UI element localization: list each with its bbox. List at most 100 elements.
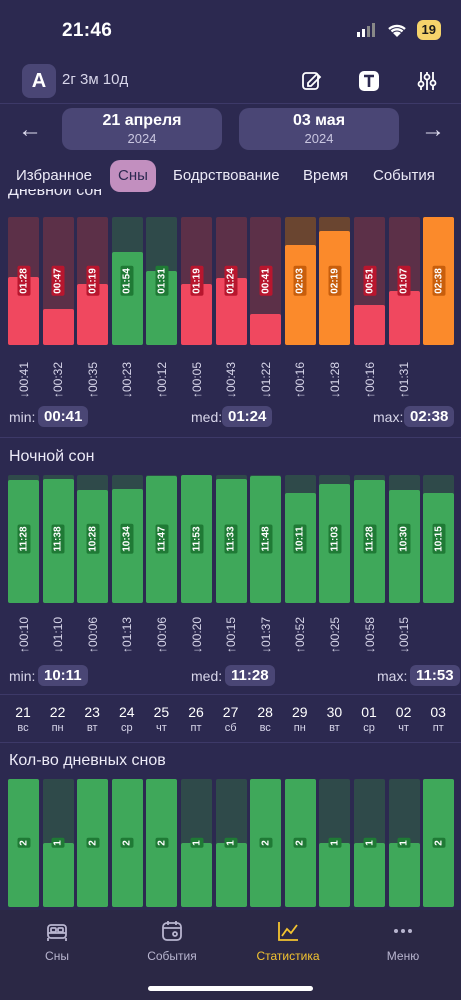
naps-count-bar-label: 2	[17, 838, 30, 848]
day-number: 02	[395, 704, 412, 720]
text-format-icon[interactable]	[352, 64, 386, 98]
night-sleep-bar: 10:15	[423, 475, 455, 603]
end-date-picker[interactable]: 03 мая 2024	[239, 108, 399, 150]
night-sleep-bar-label: 10:28	[86, 524, 100, 554]
end-year: 2024	[304, 131, 334, 146]
calendar-icon	[162, 921, 182, 941]
tab-time[interactable]: Время	[303, 167, 349, 184]
signal-icon	[356, 23, 375, 37]
filter-sliders-icon[interactable]	[410, 64, 444, 98]
naps-count-bar-label: 1	[363, 838, 376, 848]
day-number: 28	[257, 704, 273, 720]
day-sleep-bar-label: 01:28	[17, 266, 30, 296]
naps-count-bar: 1	[319, 779, 351, 907]
nav-sleeps-label: Сны	[45, 949, 69, 963]
naps-count-bar: 2	[8, 779, 39, 907]
night-max-label: max:	[377, 668, 408, 684]
day-sleep-delta: ↑00:16	[293, 361, 308, 399]
night-sleep-bar: 11:47	[146, 475, 178, 603]
night-med-value: 11:28	[225, 665, 275, 686]
night-sleep-bar-label: 11:38	[51, 524, 65, 554]
start-date: 21 апреля	[102, 112, 182, 129]
night-sleep-bar: 10:11	[284, 475, 316, 603]
night-sleep-bar: 10:34	[111, 475, 143, 603]
day-sleep-deltas: ↓00:41 ↑00:32 ↑00:35 ↓00:23 ↑00:12 ↑00:05 ↓00:…	[0, 350, 461, 412]
night-med-label: med:	[191, 668, 223, 684]
naps-count-bar-fill	[354, 843, 385, 907]
night-sleep-bar-label: 10:15	[432, 524, 446, 554]
night-sleep-delta: ↑00:15	[224, 616, 239, 654]
next-period-button[interactable]: →	[421, 116, 445, 143]
day-sleep-bar: 01:24	[215, 217, 247, 345]
day-sleep-bar-fill	[42, 309, 74, 345]
naps-count-bar-label: 2	[293, 838, 307, 848]
day-sleep-bar: 02:19	[319, 217, 351, 345]
chart-icon	[278, 922, 298, 941]
tab-favorites[interactable]: Избранное	[16, 167, 93, 184]
naps-count-chart: 2 1 2 2 2 1 1 2 2 1 1 1 2	[0, 779, 461, 907]
night-sleep-chart: 11:28 11:38 10:28 10:34 11:47 11:53 11:33 11:48…	[0, 475, 461, 603]
day-sleep-bar-fill	[388, 291, 420, 345]
night-sleep-delta: ↑00:52	[293, 616, 308, 654]
naps-count-bar: 2	[77, 779, 109, 907]
night-min-label: min:	[9, 668, 36, 684]
avatar[interactable]: A	[22, 64, 56, 98]
day-weekday: ср	[363, 722, 375, 734]
night-sleep-bar-label: 10:30	[397, 524, 411, 554]
naps-count-bar-label: 2	[432, 838, 446, 848]
day-sleep-delta: ↑01:31	[397, 361, 412, 399]
section-divider	[0, 437, 461, 438]
night-sleep-delta: ↑00:25	[327, 616, 342, 654]
day-sleep-delta: ↓01:22	[258, 361, 273, 399]
night-sleep-delta: ↑00:06	[85, 616, 100, 654]
day-sleep-title: Дневной сон	[8, 189, 103, 199]
day-number: 23	[84, 704, 100, 720]
edit-note-icon[interactable]	[295, 64, 329, 98]
battery-indicator: 19	[416, 20, 441, 40]
night-sleep-delta: ↓00:58	[362, 616, 377, 654]
naps-count-bar-label: 1	[328, 838, 342, 848]
night-sleep-bar-label: 10:34	[120, 524, 134, 554]
tab-wakefulness[interactable]: Бодрствование	[173, 167, 280, 184]
day-weekday: пн	[293, 722, 306, 734]
start-year: 2024	[127, 131, 157, 146]
section-divider	[0, 742, 461, 743]
nav-sleeps[interactable]: Сны	[2, 920, 112, 963]
naps-count-bar-fill	[388, 843, 420, 907]
night-sleep-bar: 11:28	[8, 475, 39, 603]
day-sleep-bar-label: 01:24	[224, 266, 238, 296]
stats-tabs: Избранное Сны Бодрствование Время Событи…	[0, 160, 461, 192]
night-sleep-delta: ↓01:10	[51, 616, 66, 654]
naps-count-bar-label: 1	[190, 838, 203, 848]
naps-count-title: Кол-во дневных снов	[9, 752, 166, 769]
day-weekday: вс	[17, 722, 29, 734]
start-date-picker[interactable]: 21 апреля 2024	[62, 108, 222, 150]
day-weekday: сб	[224, 722, 237, 734]
nav-statistics[interactable]: Статистика	[233, 920, 343, 963]
day-weekday: пн	[51, 722, 64, 734]
bed-icon	[47, 924, 67, 941]
night-sleep-bar: 11:48	[250, 475, 282, 603]
nav-events[interactable]: События	[117, 920, 227, 963]
night-sleep-delta: ↓00:20	[189, 616, 204, 654]
night-sleep-bar: 11:33	[215, 475, 247, 603]
naps-count-bar-label: 1	[51, 838, 65, 848]
day-sleep-delta: ↑00:16	[362, 361, 377, 399]
night-sleep-bar-label: 11:28	[17, 524, 30, 554]
status-time: 21:46	[62, 20, 113, 41]
day-number: 24	[119, 704, 135, 720]
night-sleep-bar-label: 11:48	[259, 524, 273, 554]
prev-period-button[interactable]: ←	[18, 116, 42, 143]
tab-sleeps[interactable]: Сны	[110, 160, 156, 192]
day-number: 27	[222, 704, 239, 720]
day-sleep-bar: 01:28	[8, 217, 39, 345]
night-sleep-bar: 11:38	[42, 475, 74, 603]
night-sleep-bar-label: 11:47	[155, 524, 169, 554]
day-sleep-bar-label: 01:19	[86, 266, 100, 296]
naps-count-bar: 1	[354, 779, 385, 907]
naps-count-bar-fill	[42, 843, 74, 907]
nav-menu[interactable]: Меню	[348, 920, 458, 963]
days-row: 21 вс 22 пн 23 вт 24 ср 25 чт 26 пт 27 сб 28 вс 29 пн 30 вт…	[0, 704, 461, 738]
tab-events[interactable]: События	[373, 167, 435, 184]
night-sleep-deltas: ↑00:10 ↓01:10 ↑00:06 ↑01:13 ↑00:06 ↓00:20 ↑00:…	[0, 605, 461, 667]
